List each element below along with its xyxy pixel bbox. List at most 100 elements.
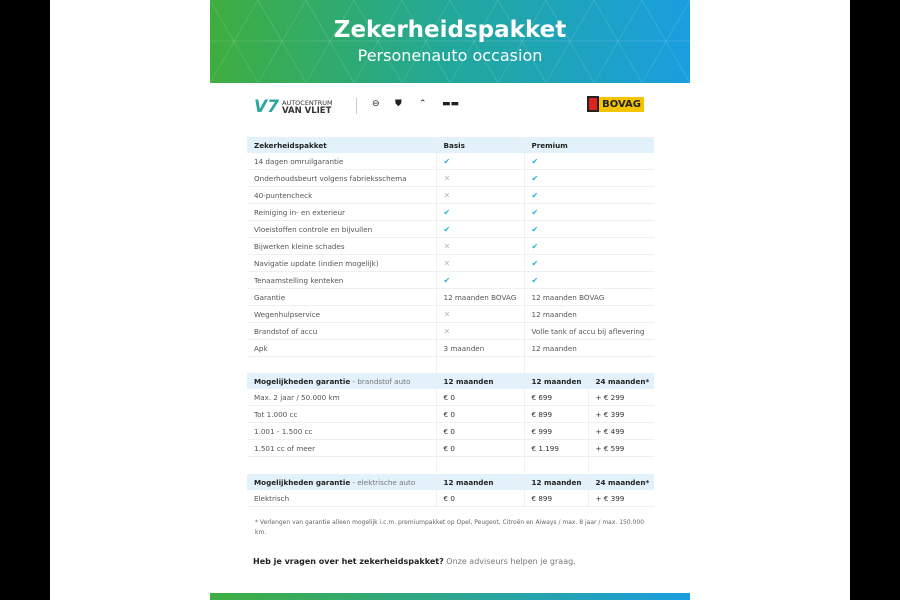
cross-icon: ✕ (435, 237, 524, 255)
cross-icon: ✕ (435, 322, 524, 340)
table-row: 40-puntencheck ✕ ✔ (247, 186, 654, 204)
header-banner: Zekerheidspakket Personenauto occasion (210, 0, 690, 83)
table-row: Wegenhulpservice ✕ 12 maanden (247, 305, 654, 323)
table-header: Zekerheidspakket Basis Premium (247, 137, 654, 153)
table-cell: + € 499 (587, 422, 654, 440)
check-icon: ✔ (523, 254, 654, 272)
table-cell: Onderhoudsbeurt volgens fabrieksschema (247, 169, 436, 187)
peugeot-logo-icon: ⛊ (395, 99, 402, 109)
table-cell: Tenaamstelling kenteken (247, 271, 436, 289)
table-cell: + € 599 (587, 439, 654, 457)
page-subtitle: Personenauto occasion (357, 46, 543, 65)
table-row: Garantie 12 maanden BOVAG 12 maanden BOVAG (247, 288, 654, 306)
logo-bar: V7 AUTOCENTRUM VAN VLIET ⊖ ⛊ ⌃ ▬▬ BOVAG (254, 96, 644, 118)
table-row: Elektrisch € 0 € 899 + € 399 (247, 490, 654, 507)
table-cell: Apk (247, 339, 436, 357)
table-cell: Tot 1.000 cc (247, 405, 436, 423)
check-icon: ✔ (523, 271, 654, 289)
table-cell: € 1.199 (523, 439, 588, 457)
table-cell: 12 maanden BOVAG (523, 288, 654, 306)
footnote: * Verlengen van garantie alleen mogelijk… (255, 519, 645, 536)
table-cell: Elektrisch (247, 490, 436, 507)
header-bold: Mogelijkheden garantie (254, 477, 351, 487)
divider (356, 98, 357, 114)
opel-logo-icon: ⊖ (372, 99, 380, 109)
header-cell: Mogelijkheden garantie - elektrische aut… (247, 474, 436, 490)
table-cell: € 899 (523, 405, 588, 423)
check-icon: ✔ (435, 153, 524, 170)
table-cell: Wegenhulpservice (247, 305, 436, 323)
table-cell: + € 399 (587, 405, 654, 423)
table-row: Max. 2 jaar / 50.000 km € 0 € 699 + € 299 (247, 389, 654, 406)
check-icon: ✔ (523, 169, 654, 187)
header-cell: 24 maanden* (587, 474, 654, 490)
footer-gradient-bar (210, 593, 690, 600)
dealer-name-line2: VAN VLIET (282, 106, 332, 116)
table-cell: Navigatie update (indien mogelijk) (247, 254, 436, 272)
question-line: Heb je vragen over het zekerheidspakket?… (253, 557, 576, 566)
bovag-mark-icon (587, 96, 600, 112)
bovag-text: BOVAG (599, 96, 644, 112)
header-cell: 24 maanden* (587, 373, 654, 389)
cross-icon: ✕ (435, 186, 524, 204)
table-row: Bijwerken kleine schades ✕ ✔ (247, 237, 654, 255)
package-table: Zekerheidspakket Basis Premium 14 dagen … (247, 137, 654, 374)
table-row: 1.501 cc of meer € 0 € 1.199 + € 599 (247, 439, 654, 457)
header-cell: Premium (523, 137, 654, 153)
header-cell: Basis (435, 137, 524, 153)
table-row: Apk 3 maanden 12 maanden (247, 339, 654, 357)
header-sub: - brandstof auto (350, 376, 411, 386)
table-cell: 12 maanden (523, 339, 654, 357)
table-row: Tenaamstelling kenteken ✔ ✔ (247, 271, 654, 289)
header-cell: 12 maanden (435, 474, 524, 490)
check-icon: ✔ (435, 220, 524, 238)
table-cell: € 0 (435, 422, 524, 440)
table-cell: 1.501 cc of meer (247, 439, 436, 457)
table-cell: Reiniging in- en exterieur (247, 203, 436, 221)
table-cell: 12 maanden (523, 305, 654, 323)
dealer-name-line1: AUTOCENTRUM (282, 99, 333, 107)
table-cell: + € 399 (587, 490, 654, 507)
table-cell: € 0 (435, 405, 524, 423)
table-row: Vloeistoffen controle en bijvullen ✔ ✔ (247, 220, 654, 238)
ev-warranty-table: Mogelijkheden garantie - elektrische aut… (247, 474, 654, 507)
bovag-logo: BOVAG (587, 96, 644, 112)
table-row: Brandstof of accu ✕ Volle tank of accu bij… (247, 322, 654, 340)
triangle-pattern (210, 0, 690, 83)
page: Zekerheidspakket Personenauto occasion V… (50, 0, 850, 600)
table-cell: € 899 (523, 490, 588, 507)
check-icon: ✔ (523, 220, 654, 238)
table-row: Reiniging in- en exterieur ✔ ✔ (247, 203, 654, 221)
table-cell: 40-puntencheck (247, 186, 436, 204)
table-row: 1.001 - 1.500 cc € 0 € 999 + € 499 (247, 422, 654, 440)
check-icon: ✔ (523, 186, 654, 204)
header-sub: - elektrische auto (350, 477, 416, 487)
header-bold: Mogelijkheden garantie (254, 376, 351, 386)
vv-logo-icon: V7 (254, 97, 279, 117)
fuel-warranty-table: Mogelijkheden garantie - brandstof auto … (247, 373, 654, 473)
table-cell: 14 dagen omruilgarantie (247, 153, 436, 170)
header-cell: 12 maanden (523, 474, 588, 490)
table-row: Navigatie update (indien mogelijk) ✕ ✔ (247, 254, 654, 272)
table-cell: € 999 (523, 422, 588, 440)
table-cell: € 699 (523, 389, 588, 406)
table-cell: + € 299 (587, 389, 654, 406)
question-bold: Heb je vragen over het zekerheidspakket? (253, 557, 444, 566)
table-cell: € 0 (435, 389, 524, 406)
check-icon: ✔ (523, 153, 654, 170)
table-row: Onderhoudsbeurt volgens fabrieksschema ✕ ✔ (247, 169, 654, 187)
table-header: Mogelijkheden garantie - elektrische aut… (247, 474, 654, 490)
aiways-logo-icon: ▬▬ (442, 99, 460, 109)
page-title: Zekerheidspakket (333, 17, 567, 43)
table-cell: € 0 (435, 439, 524, 457)
spacer-row (247, 356, 654, 374)
citroen-logo-icon: ⌃ (419, 99, 427, 109)
table-cell: Brandstof of accu (247, 322, 436, 340)
table-cell: Max. 2 jaar / 50.000 km (247, 389, 436, 406)
table-row: 14 dagen omruilgarantie ✔ ✔ (247, 153, 654, 170)
spacer-row (247, 456, 654, 473)
check-icon: ✔ (523, 203, 654, 221)
table-cell: Bijwerken kleine schades (247, 237, 436, 255)
header-cell: 12 maanden (523, 373, 588, 389)
question-text: Onze adviseurs helpen je graag. (443, 557, 576, 566)
